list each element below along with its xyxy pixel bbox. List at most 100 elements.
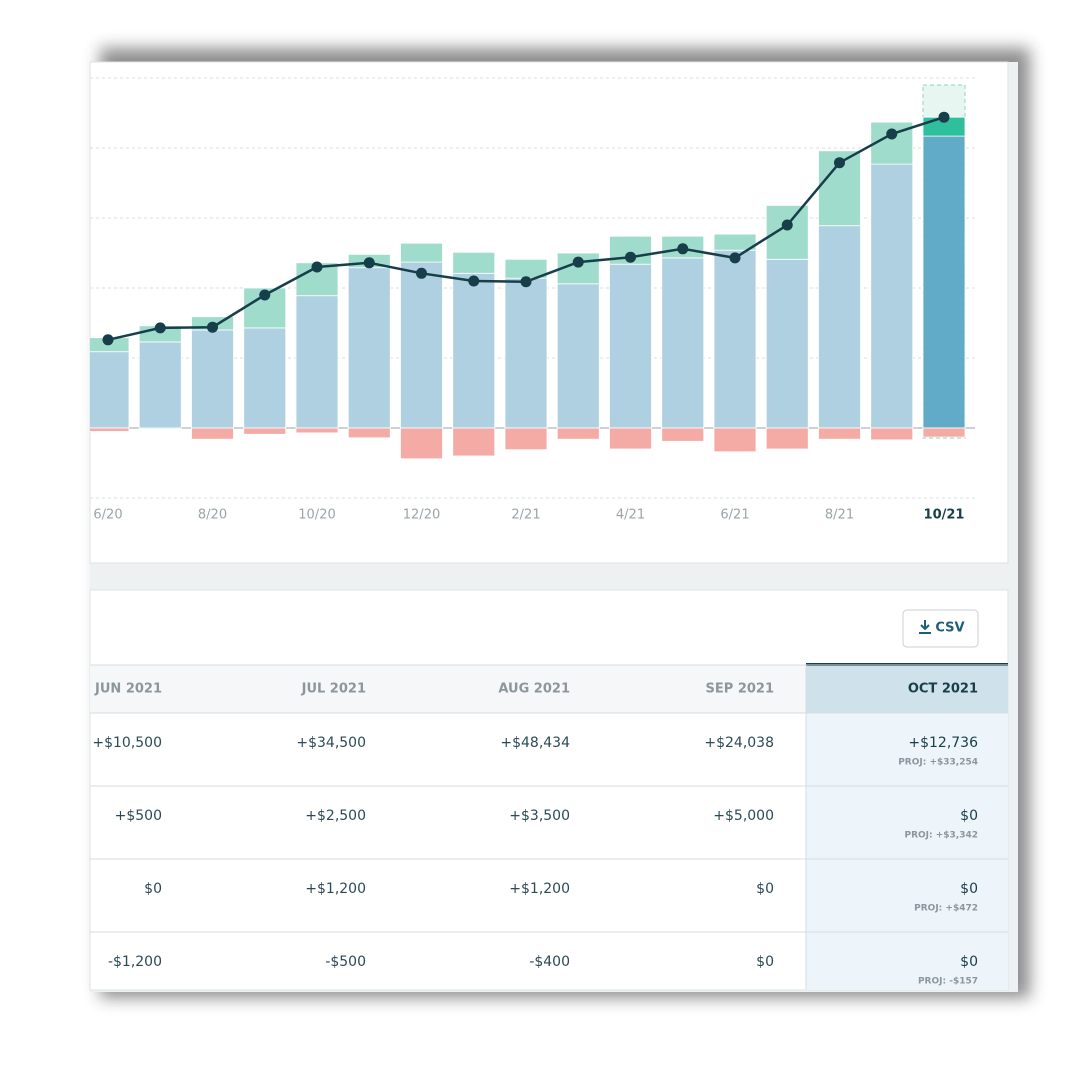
line-point	[363, 257, 375, 269]
bar-segment	[90, 427, 130, 432]
bar-segment	[922, 427, 966, 438]
bar-segment	[400, 427, 443, 460]
cell: +$2,500	[305, 808, 366, 824]
button-label[interactable]: CSV	[935, 621, 964, 636]
column-header: AUG 2021	[498, 682, 570, 697]
bar-segment	[609, 263, 652, 429]
cell: $0	[756, 881, 774, 897]
bar-segment	[661, 427, 705, 442]
bar-segment	[243, 327, 287, 429]
bar-segment	[138, 341, 182, 429]
line-point	[677, 243, 689, 255]
line-point	[938, 111, 950, 123]
bar-segment	[400, 242, 443, 263]
cell: +$48,434	[500, 735, 570, 751]
x-tick-label: 2/21	[511, 508, 540, 523]
cell: $0	[756, 954, 774, 970]
bar-segment	[243, 427, 287, 435]
projection: PROJ: -$157	[918, 977, 978, 987]
x-tick-label: 10/21	[924, 508, 965, 523]
bar-segment	[347, 267, 391, 429]
bar-segment	[713, 427, 757, 453]
column-header: JUL 2021	[301, 682, 366, 697]
csv-button[interactable]: CSV	[902, 609, 979, 648]
cell: +$1,200	[305, 881, 366, 897]
cell: +$500	[115, 808, 162, 824]
selected-header	[806, 665, 1008, 713]
column-header: OCT 2021	[908, 682, 978, 697]
x-tick-label: 6/21	[720, 508, 749, 523]
cell: -$1,200	[108, 954, 162, 970]
bar-segment	[504, 427, 548, 451]
current-value: $0	[960, 881, 978, 897]
bar-segment	[347, 427, 391, 439]
line-point	[834, 157, 845, 169]
cell: +$1,200	[509, 881, 570, 897]
bar-segment	[452, 251, 496, 274]
cell: +$5,000	[713, 808, 774, 824]
bar-segment	[556, 427, 600, 440]
column-header: SEP 2021	[706, 682, 774, 697]
bar-segment	[556, 283, 600, 429]
bar-segment	[452, 272, 496, 429]
table: CSV JUN 2021 JUL 2021 AUG 2021 SEP 2021 OCT …	[90, 609, 1008, 990]
bar-segment	[870, 427, 914, 441]
bar-segment	[818, 225, 861, 429]
bar-segment	[295, 427, 339, 434]
line-point	[520, 276, 532, 288]
x-tick-label: 6/20	[93, 508, 122, 523]
line-point	[154, 322, 166, 334]
line-point	[781, 219, 793, 231]
cell: +$3,500	[509, 808, 570, 824]
line-point	[311, 261, 323, 273]
line-point	[102, 334, 114, 346]
line-point	[729, 252, 741, 264]
download-icon	[919, 620, 931, 634]
bar-segment	[870, 163, 914, 429]
bar-segment	[400, 261, 443, 429]
line-point	[886, 128, 898, 140]
bar-segment	[90, 351, 130, 429]
bar-segment	[191, 329, 234, 429]
cell: +$34,500	[296, 735, 366, 751]
column-header: JUN 2021	[94, 682, 162, 697]
bar-segment	[609, 427, 652, 450]
line-point	[207, 321, 218, 333]
current-value: $0	[960, 808, 978, 824]
x-tick-label: 8/20	[198, 508, 227, 523]
bar-segment	[504, 277, 548, 429]
cell: $0	[144, 881, 162, 897]
bar-segment	[818, 427, 861, 440]
chart-card	[89, 61, 1009, 564]
cell: +$10,500	[92, 735, 162, 751]
bar-segment	[765, 427, 809, 450]
line-point	[259, 289, 271, 301]
button-frame[interactable]	[902, 609, 979, 648]
current-value: $0	[960, 954, 978, 970]
bar-segment	[713, 233, 757, 251]
cell: +$24,038	[704, 735, 774, 751]
projection: PROJ: +$33,254	[898, 758, 978, 768]
line-point	[468, 275, 480, 287]
projection: PROJ: +$3,342	[904, 831, 978, 841]
x-tick-label: 10/20	[298, 508, 335, 523]
x-tick-label: 8/21	[825, 508, 854, 523]
x-tick-label: 12/20	[403, 508, 440, 523]
bar-segment	[661, 257, 705, 429]
bar-segment	[765, 204, 809, 260]
bar-segment	[713, 249, 757, 429]
current-value: +$12,736	[908, 735, 978, 751]
selected-column	[806, 713, 1008, 990]
bar-segment	[922, 135, 966, 429]
projection: PROJ: +$472	[914, 904, 978, 914]
cell: -$500	[325, 954, 366, 970]
line-point	[572, 256, 584, 268]
chart: 6/20 8/20 10/20 12/20 2/21 4/21 6/21 8/21 10/21	[90, 77, 975, 523]
line-point	[416, 267, 427, 279]
x-tick-label: 4/21	[616, 508, 645, 523]
cell: -$400	[529, 954, 570, 970]
line-point	[625, 251, 636, 263]
bar-segment	[452, 427, 496, 457]
bar-segment	[191, 427, 234, 440]
